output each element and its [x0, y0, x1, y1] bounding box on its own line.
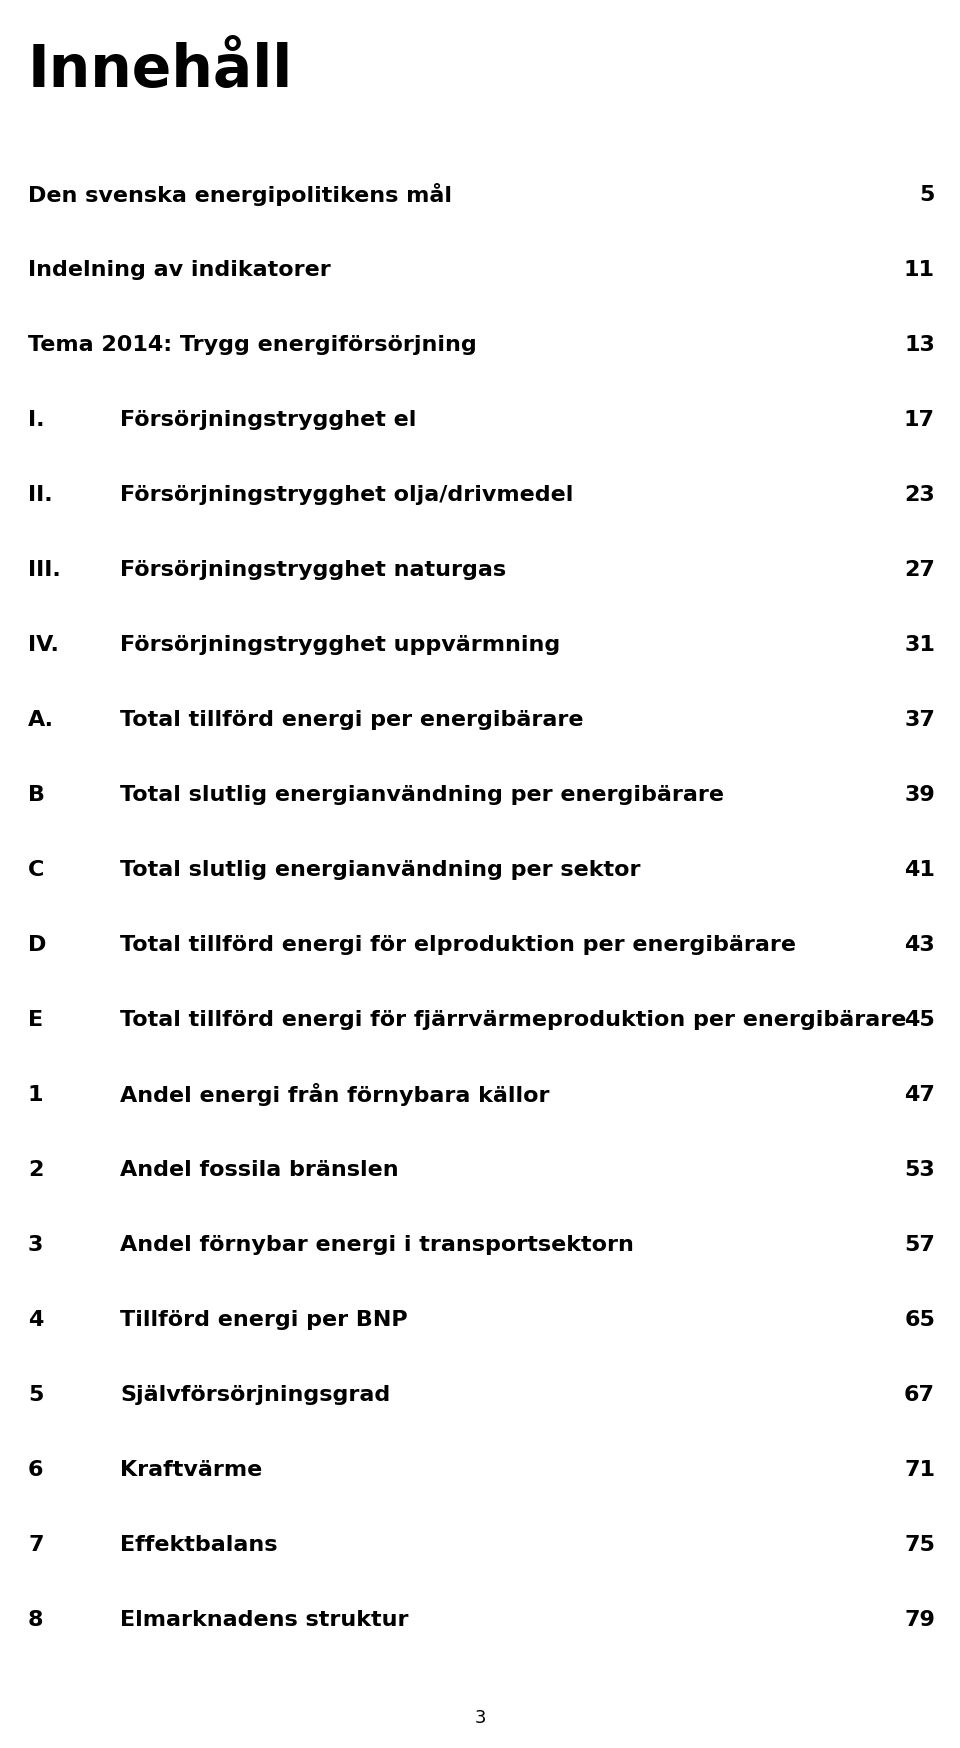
Text: 75: 75 [904, 1535, 935, 1554]
Text: 41: 41 [904, 860, 935, 879]
Text: Elmarknadens struktur: Elmarknadens struktur [120, 1610, 409, 1629]
Text: IV.: IV. [28, 635, 59, 654]
Text: Andel energi från förnybara källor: Andel energi från förnybara källor [120, 1082, 549, 1106]
Text: 3: 3 [474, 1708, 486, 1725]
Text: 67: 67 [904, 1384, 935, 1404]
Text: Försörjningstrygghet uppvärmning: Försörjningstrygghet uppvärmning [120, 635, 561, 654]
Text: Andel fossila bränslen: Andel fossila bränslen [120, 1159, 398, 1180]
Text: D: D [28, 935, 46, 954]
Text: 8: 8 [28, 1610, 43, 1629]
Text: Den svenska energipolitikens mål: Den svenska energipolitikens mål [28, 184, 452, 206]
Text: 47: 47 [904, 1084, 935, 1105]
Text: 17: 17 [904, 409, 935, 430]
Text: A.: A. [28, 710, 54, 729]
Text: Tillförd energi per BNP: Tillförd energi per BNP [120, 1309, 408, 1328]
Text: 6: 6 [28, 1460, 43, 1479]
Text: 53: 53 [904, 1159, 935, 1180]
Text: Total tillförd energi för elproduktion per energibärare: Total tillförd energi för elproduktion p… [120, 935, 796, 954]
Text: Innehåll: Innehåll [28, 42, 293, 100]
Text: 4: 4 [28, 1309, 43, 1328]
Text: 5: 5 [28, 1384, 43, 1404]
Text: 7: 7 [28, 1535, 43, 1554]
Text: Total tillförd energi per energibärare: Total tillförd energi per energibärare [120, 710, 584, 729]
Text: Försörjningstrygghet olja/drivmedel: Försörjningstrygghet olja/drivmedel [120, 484, 573, 505]
Text: II.: II. [28, 484, 53, 505]
Text: 79: 79 [904, 1610, 935, 1629]
Text: Total slutlig energianvändning per energibärare: Total slutlig energianvändning per energ… [120, 785, 724, 804]
Text: 13: 13 [904, 336, 935, 355]
Text: Försörjningstrygghet naturgas: Försörjningstrygghet naturgas [120, 559, 506, 580]
Text: Tema 2014: Trygg energiförsörjning: Tema 2014: Trygg energiförsörjning [28, 336, 477, 355]
Text: 11: 11 [904, 260, 935, 280]
Text: 65: 65 [904, 1309, 935, 1328]
Text: B: B [28, 785, 45, 804]
Text: 3: 3 [28, 1234, 43, 1255]
Text: Andel förnybar energi i transportsektorn: Andel förnybar energi i transportsektorn [120, 1234, 634, 1255]
Text: 71: 71 [904, 1460, 935, 1479]
Text: 5: 5 [920, 185, 935, 205]
Text: Indelning av indikatorer: Indelning av indikatorer [28, 260, 331, 280]
Text: I.: I. [28, 409, 44, 430]
Text: 23: 23 [904, 484, 935, 505]
Text: Försörjningstrygghet el: Försörjningstrygghet el [120, 409, 417, 430]
Text: 45: 45 [904, 1009, 935, 1030]
Text: Total slutlig energianvändning per sektor: Total slutlig energianvändning per sekto… [120, 860, 640, 879]
Text: 27: 27 [904, 559, 935, 580]
Text: C: C [28, 860, 44, 879]
Text: 37: 37 [904, 710, 935, 729]
Text: 2: 2 [28, 1159, 43, 1180]
Text: E: E [28, 1009, 43, 1030]
Text: Kraftvärme: Kraftvärme [120, 1460, 262, 1479]
Text: Självförsörjningsgrad: Självförsörjningsgrad [120, 1384, 391, 1404]
Text: 57: 57 [904, 1234, 935, 1255]
Text: Effektbalans: Effektbalans [120, 1535, 277, 1554]
Text: 43: 43 [904, 935, 935, 954]
Text: 39: 39 [904, 785, 935, 804]
Text: 1: 1 [28, 1084, 43, 1105]
Text: 31: 31 [904, 635, 935, 654]
Text: III.: III. [28, 559, 60, 580]
Text: Total tillförd energi för fjärrvärmeproduktion per energibärare: Total tillförd energi för fjärrvärmeprod… [120, 1009, 906, 1030]
